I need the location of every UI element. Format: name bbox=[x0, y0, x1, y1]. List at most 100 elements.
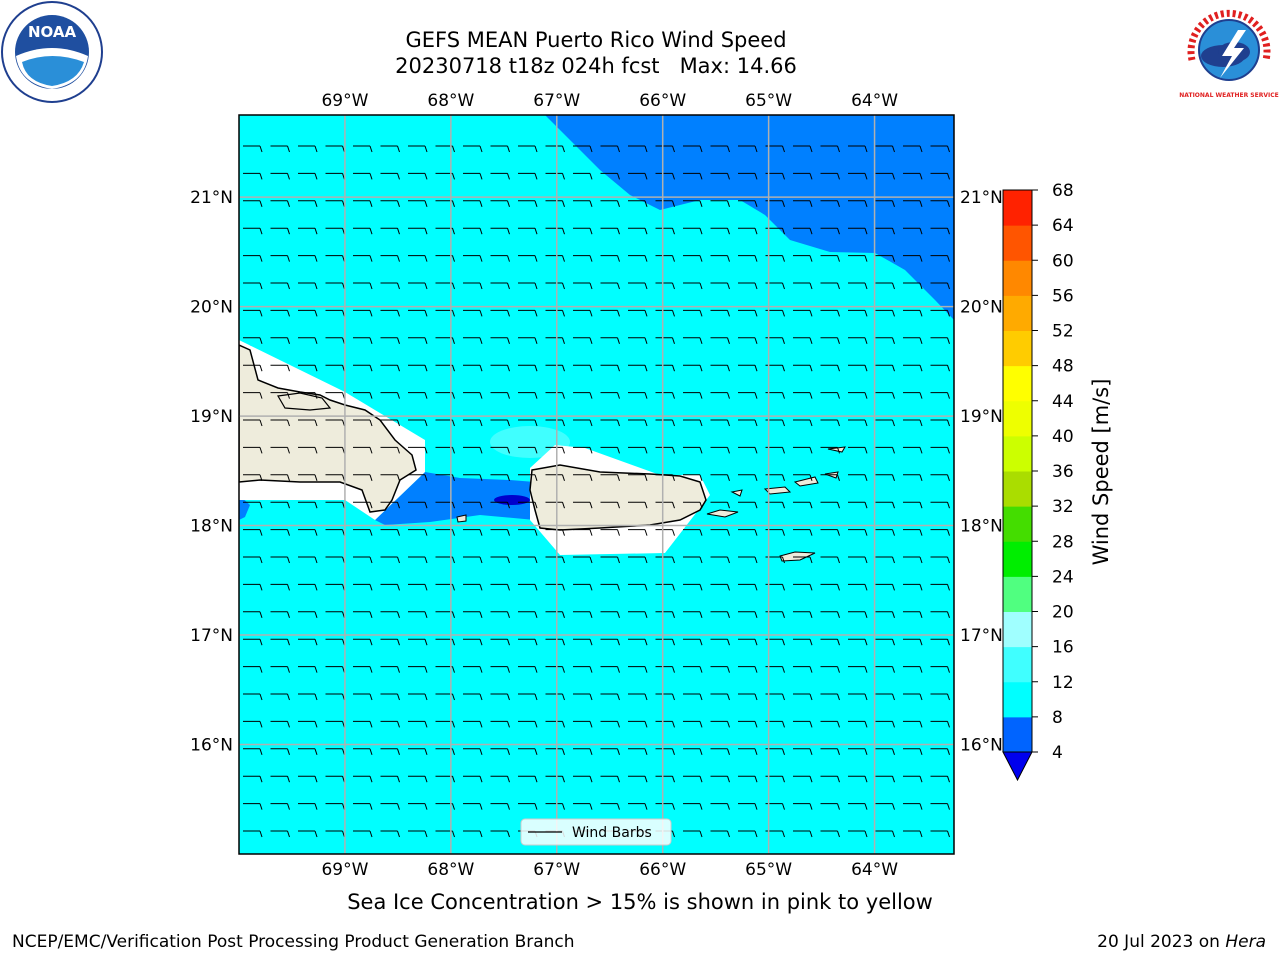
wind-barb bbox=[655, 666, 675, 673]
wind-barb bbox=[463, 255, 483, 262]
wind-barb bbox=[930, 803, 950, 810]
wind-barb bbox=[711, 858, 730, 864]
wind-barb bbox=[820, 501, 840, 509]
wind-barb bbox=[600, 172, 620, 180]
wind-barb bbox=[270, 474, 290, 481]
wind-barb bbox=[463, 337, 483, 344]
wind-barb bbox=[270, 803, 290, 810]
wind-barb bbox=[793, 638, 813, 646]
wind-barb bbox=[435, 611, 455, 618]
wind-barb bbox=[435, 638, 455, 646]
wind-barb bbox=[738, 145, 758, 153]
wind-barb bbox=[683, 200, 703, 207]
colorbar-tick-label: 20 bbox=[1052, 603, 1074, 623]
wind-barb bbox=[875, 337, 895, 344]
colorbar-tick-label: 32 bbox=[1052, 497, 1074, 517]
wind-barb bbox=[710, 309, 730, 317]
lat-tick-label: 16°N bbox=[960, 736, 1003, 756]
wind-barb bbox=[270, 666, 290, 673]
wind-barb bbox=[490, 364, 510, 372]
wind-barb bbox=[573, 282, 593, 290]
wind-barb bbox=[930, 638, 950, 646]
wind-barb bbox=[738, 693, 758, 701]
wind-barb bbox=[243, 200, 263, 207]
wind-barb bbox=[628, 282, 648, 290]
wind-barb bbox=[435, 337, 455, 344]
wind-barb bbox=[325, 775, 345, 783]
wind-barb bbox=[738, 392, 758, 399]
wind-barb bbox=[298, 638, 318, 646]
wind-barb bbox=[298, 529, 318, 536]
wind-barb bbox=[875, 474, 895, 481]
wind-barb bbox=[463, 172, 483, 180]
wind-barb bbox=[573, 309, 593, 317]
wind-barb bbox=[243, 666, 263, 673]
wind-barb bbox=[518, 392, 538, 399]
wind-barb bbox=[490, 172, 510, 180]
wind-barb bbox=[903, 529, 923, 536]
wind-barb bbox=[655, 145, 675, 153]
colorbar-tick-label: 12 bbox=[1052, 673, 1074, 693]
wind-barb bbox=[848, 775, 868, 783]
wind-barb bbox=[380, 392, 400, 399]
wind-barb bbox=[930, 529, 950, 536]
wind-barb bbox=[490, 803, 510, 810]
wind-barb bbox=[875, 255, 895, 262]
lat-ticks-left: 21°N 20°N 19°N 18°N 17°N 16°N bbox=[190, 188, 233, 755]
wind-barb bbox=[380, 227, 400, 235]
wind-barb bbox=[491, 858, 510, 864]
wind-barb bbox=[820, 282, 840, 290]
wind-barb bbox=[738, 255, 758, 262]
wind-barb bbox=[573, 446, 593, 454]
wind-barb bbox=[848, 337, 868, 344]
wind-barb bbox=[738, 474, 758, 481]
wind-field-lt4 bbox=[494, 495, 530, 505]
wind-barb bbox=[325, 282, 345, 290]
wind-barb bbox=[793, 227, 813, 235]
wind-barb bbox=[490, 583, 510, 591]
wind-barb bbox=[628, 364, 648, 372]
wind-barb bbox=[875, 227, 895, 235]
legend-label: Wind Barbs bbox=[572, 825, 652, 841]
wind-barb bbox=[903, 858, 922, 864]
wind-barb bbox=[683, 419, 703, 427]
wind-barb bbox=[490, 611, 510, 618]
vieques-island bbox=[706, 509, 739, 518]
wind-barb bbox=[875, 501, 895, 509]
wind-barb bbox=[463, 611, 483, 618]
wind-barb bbox=[903, 803, 923, 810]
wind-barb bbox=[683, 227, 703, 235]
wind-barb bbox=[655, 474, 675, 481]
wind-barb bbox=[463, 227, 483, 235]
wind-barb bbox=[683, 611, 703, 618]
wind-barb bbox=[628, 583, 648, 591]
map-gridlines bbox=[239, 115, 954, 854]
wind-barb bbox=[353, 227, 373, 235]
wind-barb bbox=[793, 145, 813, 153]
wind-barb bbox=[903, 775, 923, 783]
wind-barb bbox=[930, 145, 950, 153]
wind-barb bbox=[931, 858, 950, 864]
wind-barb bbox=[793, 282, 813, 290]
wind-barb bbox=[325, 145, 345, 153]
wind-barb bbox=[600, 556, 620, 564]
wind-barb bbox=[490, 282, 510, 290]
wind-barb bbox=[930, 611, 950, 618]
wind-barb bbox=[518, 255, 538, 262]
wind-barb bbox=[298, 364, 318, 372]
wind-barb bbox=[738, 419, 758, 427]
colorbar-tick-label: 60 bbox=[1052, 251, 1074, 271]
colorbar-tick-label: 8 bbox=[1052, 708, 1063, 728]
wind-barb bbox=[848, 720, 868, 728]
wind-barb bbox=[490, 638, 510, 646]
wind-barb bbox=[408, 337, 428, 344]
wind-barb bbox=[353, 775, 373, 783]
wind-barb bbox=[848, 309, 868, 317]
wind-barb bbox=[518, 337, 538, 344]
wind-barb bbox=[793, 364, 813, 372]
tortola-island bbox=[793, 476, 819, 487]
wind-barb bbox=[738, 200, 758, 207]
wind-barb bbox=[298, 803, 318, 810]
wind-barb bbox=[573, 638, 593, 646]
wind-barb bbox=[573, 748, 593, 755]
